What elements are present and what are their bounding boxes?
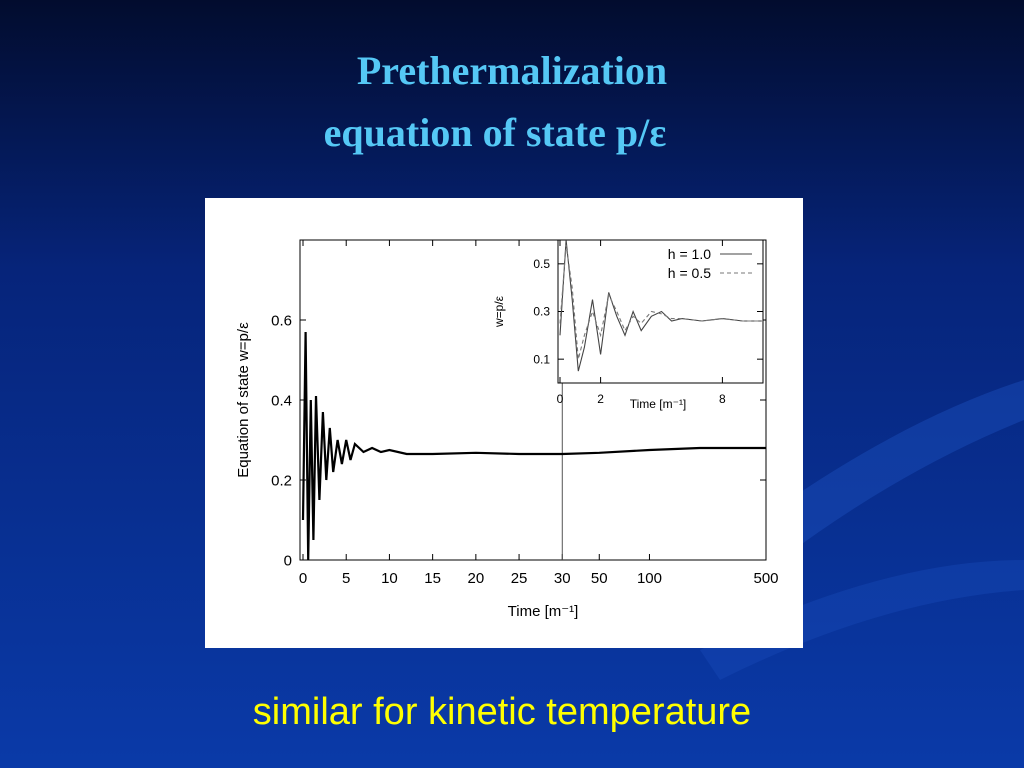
caption: similar for kinetic temperature [253, 691, 751, 733]
decor [760, 380, 1024, 560]
x-tick-label: 15 [424, 570, 441, 587]
title: equation of state p/ε [324, 110, 667, 155]
x-tick-label: 20 [468, 570, 485, 587]
x-tick-label: 0 [557, 392, 564, 406]
y-tick-label: 0.5 [533, 257, 550, 271]
y-tick-label: 0.4 [271, 392, 292, 409]
x-tick-label: 5 [342, 570, 350, 587]
x-tick-label: 8 [719, 392, 726, 406]
y-tick-label: 0 [284, 552, 292, 569]
data-line [559, 244, 763, 360]
x-tick-label: 10 [381, 570, 398, 587]
data-line [301, 331, 766, 561]
x-tick-label: 100 [637, 570, 662, 587]
x-axis-label: Time [m⁻¹] [508, 603, 579, 620]
x-axis-label: Time [m⁻¹] [630, 397, 687, 411]
x-tick-label: 50 [591, 570, 608, 587]
x-tick-label: 0 [299, 570, 307, 587]
y-tick-label: 0.1 [533, 352, 550, 366]
y-axis-label: Equation of state w=p/ε [235, 322, 252, 478]
x-tick-label: 500 [753, 570, 778, 587]
y-tick-label: 0.2 [271, 472, 292, 489]
x-tick-label: 2 [597, 392, 604, 406]
x-tick-label: 25 [511, 570, 528, 587]
legend-label: h = 0.5 [668, 265, 711, 281]
title: Prethermalization [357, 48, 667, 93]
x-tick-label: 30 [554, 570, 571, 587]
y-axis-label: w=p/ε [492, 295, 506, 328]
legend-label: h = 1.0 [668, 246, 711, 262]
y-tick-label: 0.3 [533, 305, 550, 319]
decor [700, 560, 1024, 680]
y-tick-label: 0.6 [271, 312, 292, 329]
